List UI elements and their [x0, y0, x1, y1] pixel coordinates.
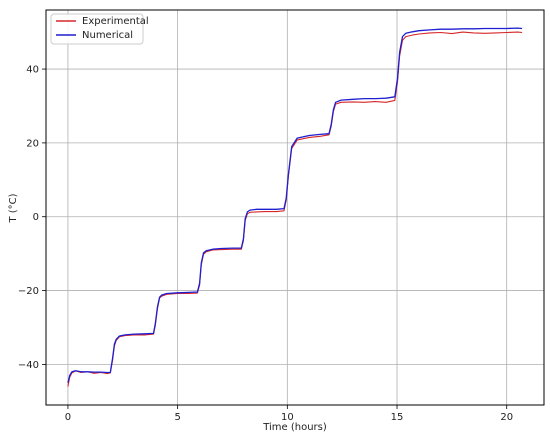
y-tick-label: 0: [33, 212, 39, 223]
series-line-numerical: [67, 27, 523, 384]
legend-label-numerical: Numerical: [82, 30, 133, 41]
x-tick-label: 20: [500, 412, 513, 423]
axis-ticks: 0 5 10 15 20 −40 −20 0 20 40: [18, 65, 513, 423]
y-axis-label: T (°C): [8, 193, 19, 223]
x-axis-label: Time (hours): [262, 422, 327, 433]
y-tick-label: −20: [18, 286, 39, 297]
series-lines: [67, 27, 523, 387]
y-tick-label: 40: [26, 65, 39, 76]
x-tick-label: 0: [65, 412, 71, 423]
legend-label-experimental: Experimental: [82, 16, 149, 27]
x-tick-label: 10: [281, 412, 294, 423]
plot-area: [46, 10, 544, 405]
legend: Experimental Numerical: [50, 13, 149, 45]
x-tick-label: 15: [391, 412, 404, 423]
series-line-experimental: [67, 31, 523, 387]
grid-lines: [46, 10, 544, 405]
y-tick-label: 20: [26, 138, 39, 149]
x-tick-label: 5: [174, 412, 180, 423]
y-tick-label: −40: [18, 360, 39, 371]
plot-frame: [45, 9, 545, 406]
